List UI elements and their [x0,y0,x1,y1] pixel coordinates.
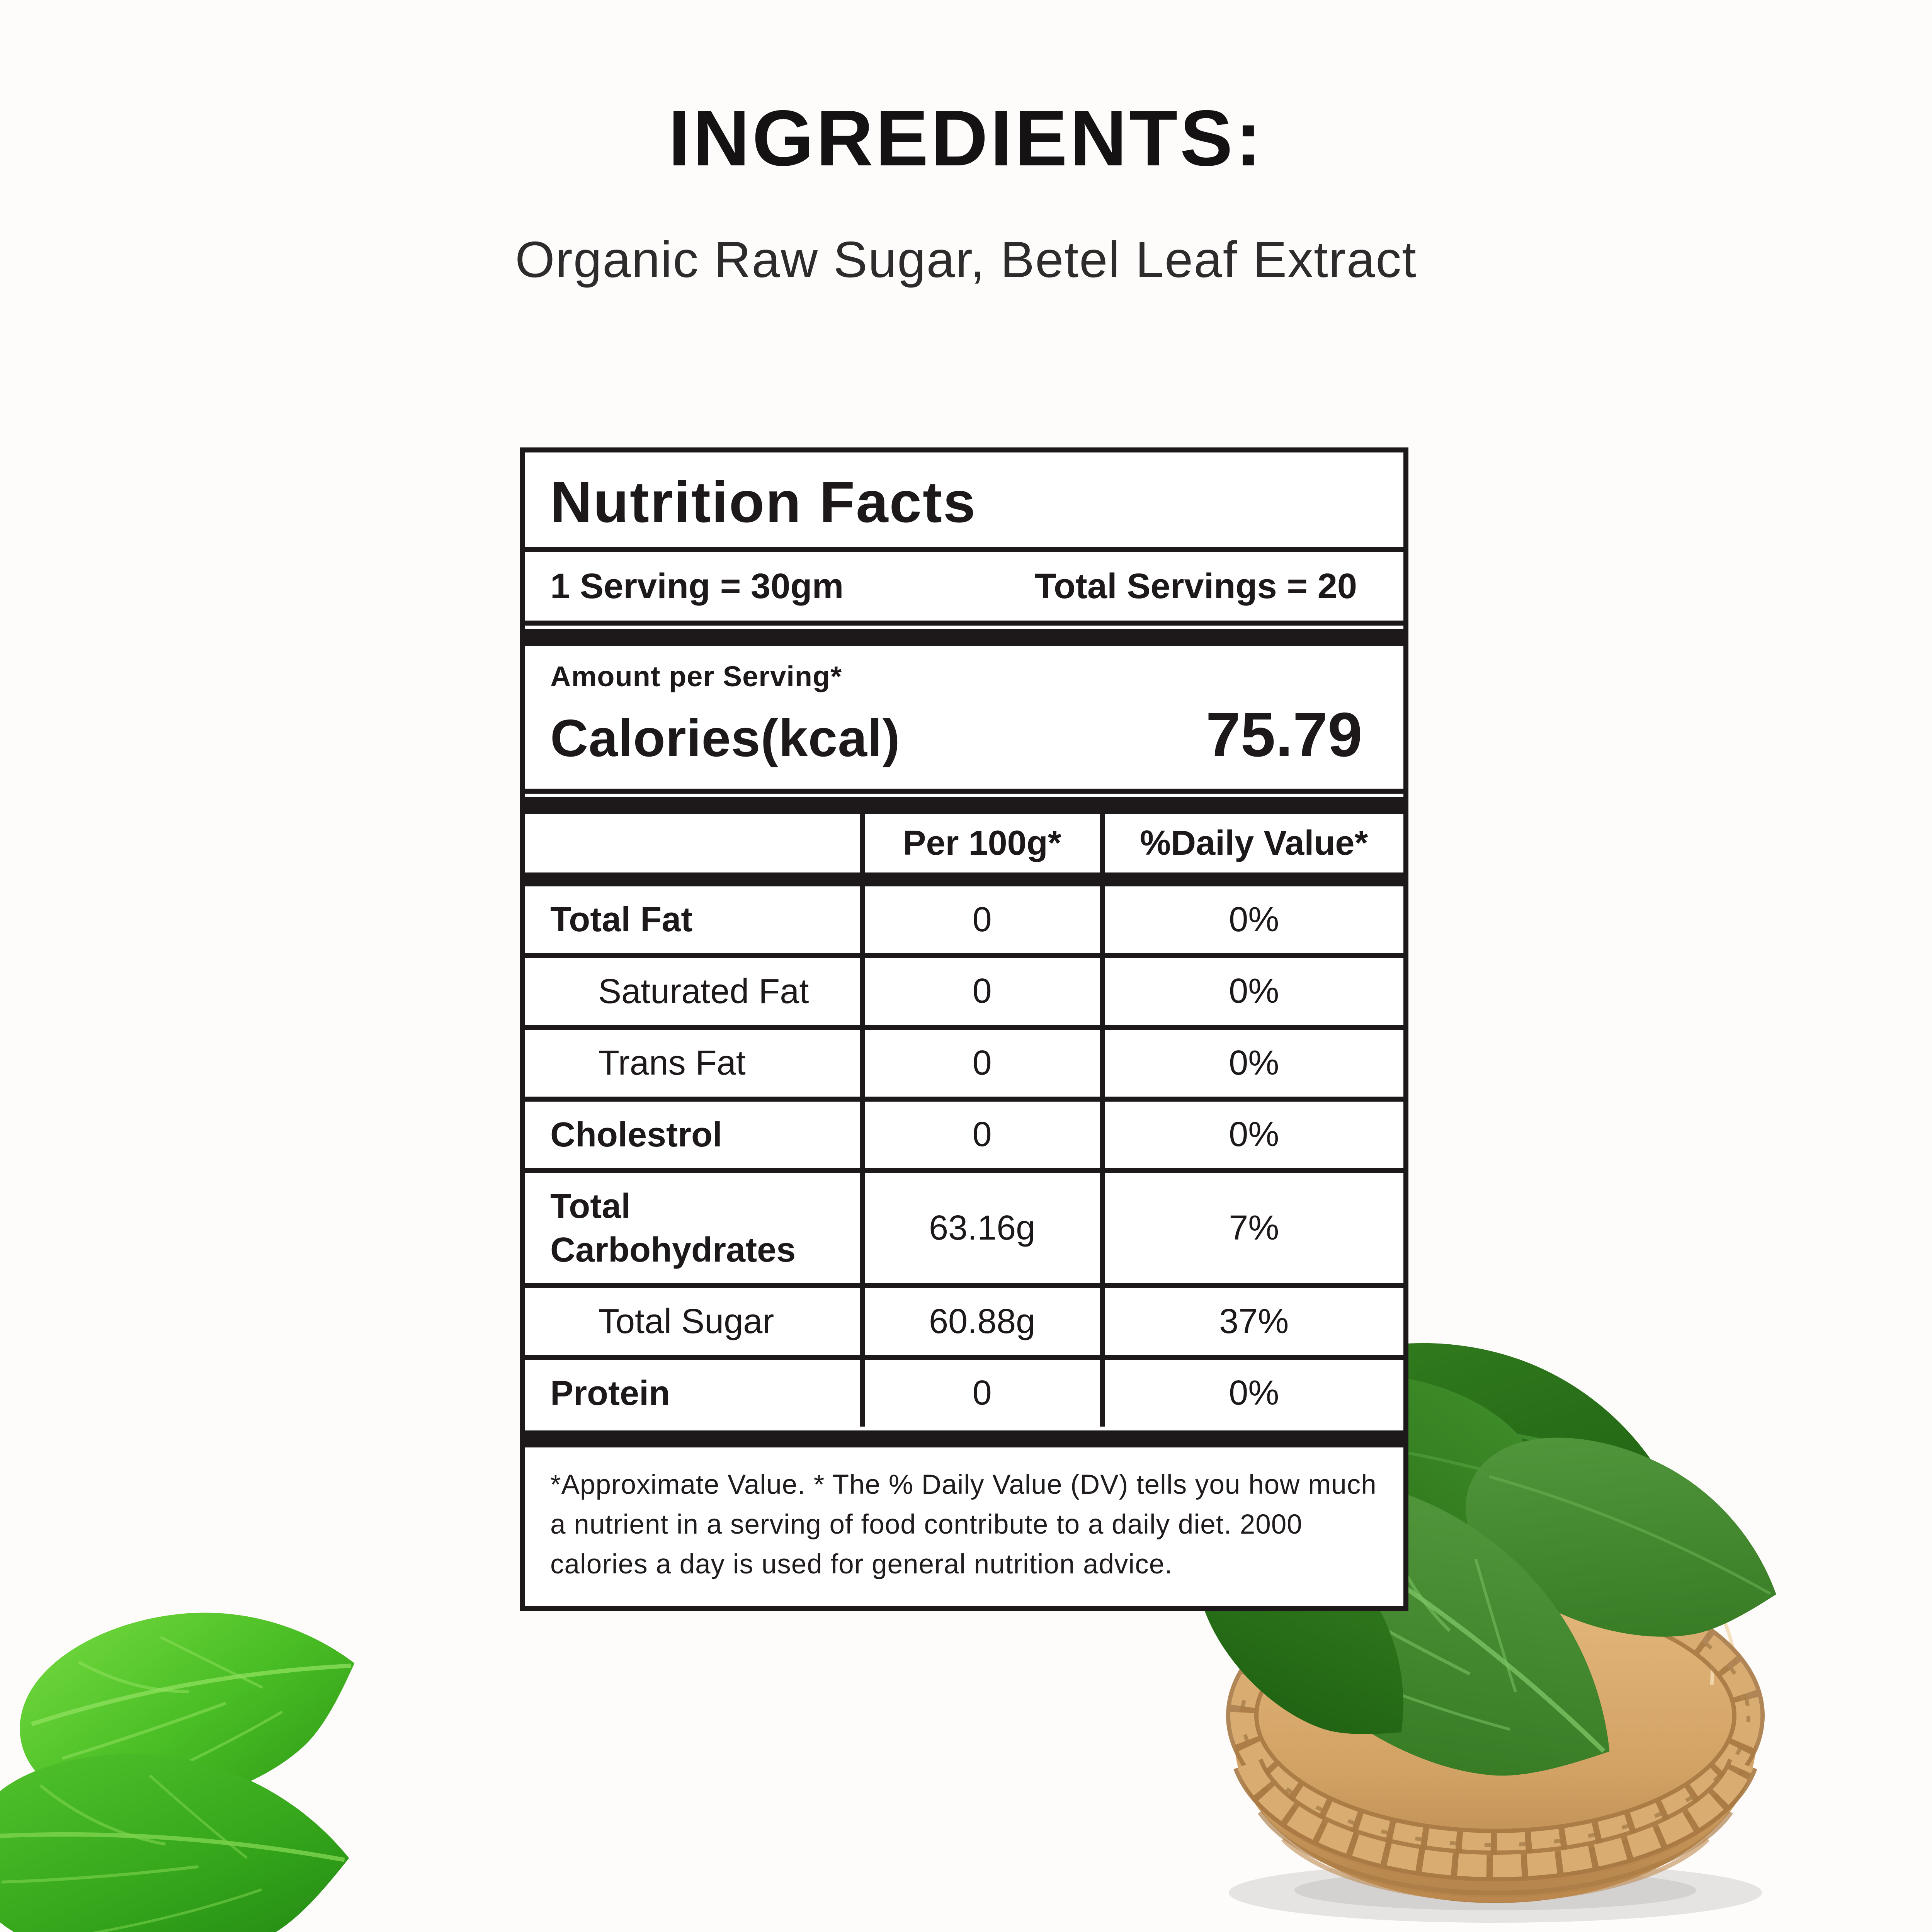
nutrient-per-100g: 0 [859,953,1105,1030]
nutrient-per-100g: 0 [859,877,1105,958]
nutrient-label: Cholestrol [522,1096,865,1173]
divider-bar [525,629,1403,646]
nutrient-daily-value: 37% [1099,1283,1406,1360]
nutrient-daily-value: 0% [1099,877,1406,958]
nutrient-per-100g: 0 [859,1096,1105,1173]
table-row-saturated-fat: Saturated Fat 0 0% [522,953,1406,1030]
serving-size: 1 Serving = 30gm [550,566,844,606]
amount-per-serving-label: Amount per Serving* [550,660,842,692]
betel-leaves-left-image [0,1588,372,1932]
nutrient-daily-value: 0% [1099,1096,1406,1173]
nutrient-label: Total Carbohydrates [522,1168,865,1288]
calories-section: Amount per Serving* Calories(kcal) 75.79 [525,646,1403,794]
nutrient-daily-value: 7% [1099,1168,1406,1288]
nutrient-per-100g: 63.16g [859,1168,1105,1288]
basket-front-braid [1237,1760,1753,1878]
ingredients-list: Organic Raw Sugar, Betel Leaf Extract [515,231,1417,288]
nutrition-facts-title: Nutrition Facts [525,452,1403,552]
nutrient-daily-value: 0% [1099,953,1406,1030]
nutrient-label: Protein [522,1355,865,1429]
nutrient-per-100g: 60.88g [859,1283,1105,1360]
nutrition-facts-label: Nutrition Facts 1 Serving = 30gm Total S… [520,447,1408,1611]
nutrient-label: Total Sugar [522,1283,865,1360]
nutrient-label: Trans Fat [522,1025,865,1102]
daily-value-footnote: *Approximate Value. * The % Daily Value … [525,1430,1403,1606]
per-100g-header: Per 100g* [859,811,1105,886]
daily-value-header: %Daily Value* [1099,811,1406,886]
table-row-total-fat: Total Fat 0 0% [522,877,1406,958]
serving-row: 1 Serving = 30gm Total Servings = 20 [525,552,1403,626]
table-row-cholestrol: Cholestrol 0 0% [522,1096,1406,1173]
total-servings: Total Servings = 20 [1034,566,1357,606]
nutrient-daily-value: 0% [1099,1355,1406,1429]
column-header-row: Per 100g* %Daily Value* [522,811,1406,886]
table-row-total-carbohydrates: Total Carbohydrates 63.16g 7% [522,1168,1406,1288]
empty-header-cell [522,811,865,886]
table-row-protein: Protein 0 0% [522,1355,1406,1429]
nutrient-label: Saturated Fat [522,953,865,1030]
nutrient-label: Total Fat [522,877,865,958]
nutrient-per-100g: 0 [859,1355,1105,1429]
nutrient-table: Per 100g* %Daily Value* Total Fat 0 0% S… [522,811,1406,1429]
ingredients-section: INGREDIENTS: Organic Raw Sugar, Betel Le… [0,93,1932,289]
betel-leaf-lower [0,1739,357,1932]
nutrient-per-100g: 0 [859,1025,1105,1102]
ingredients-title: INGREDIENTS: [668,94,1264,182]
table-row-trans-fat: Trans Fat 0 0% [522,1025,1406,1102]
nutrient-daily-value: 0% [1099,1025,1406,1102]
divider-bar [525,797,1403,814]
table-row-total-sugar: Total Sugar 60.88g 37% [522,1283,1406,1360]
calories-label: Calories(kcal) [550,709,900,767]
calories-value: 75.79 [1206,700,1362,770]
